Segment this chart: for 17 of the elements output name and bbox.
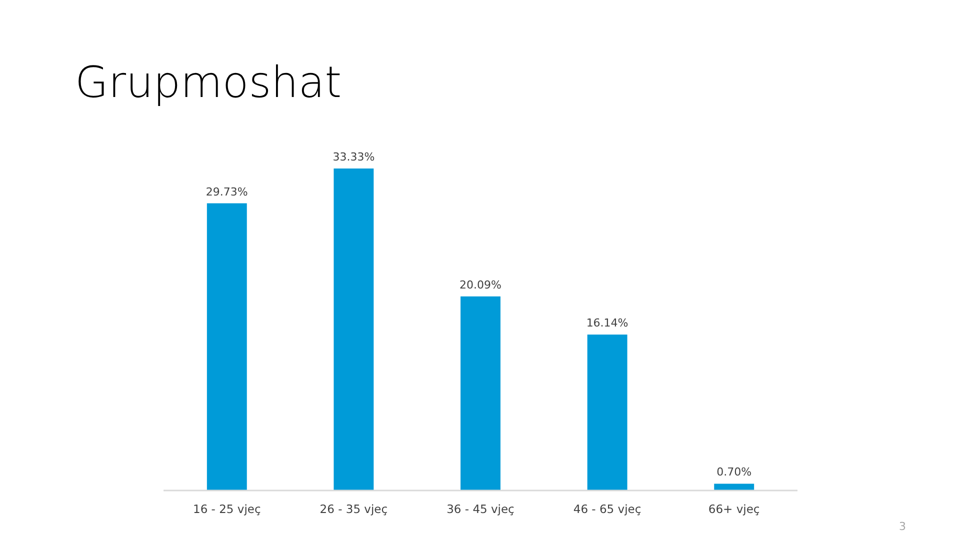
data-label: 16.14% bbox=[586, 316, 628, 330]
bar bbox=[206, 203, 247, 490]
data-label: 20.09% bbox=[460, 278, 502, 292]
bar bbox=[334, 168, 374, 490]
chart-title: Grupmoshat bbox=[75, 58, 342, 108]
data-label: 0.70% bbox=[716, 466, 752, 479]
x-tick-label: 26 - 35 vjeç bbox=[320, 502, 388, 516]
x-tick-label: 66+ vjeç bbox=[708, 502, 760, 516]
data-label: 29.73% bbox=[206, 185, 248, 198]
bar bbox=[587, 334, 628, 490]
x-tick-label: 16 - 25 vjeç bbox=[193, 502, 261, 516]
x-tick-label: 36 - 45 vjeç bbox=[446, 502, 514, 516]
data-label: 33.33% bbox=[332, 150, 375, 164]
x-tick-label: 46 - 65 vjeç bbox=[573, 502, 642, 516]
text: 3 bbox=[899, 520, 906, 533]
bar bbox=[460, 296, 500, 490]
bar bbox=[714, 484, 754, 490]
